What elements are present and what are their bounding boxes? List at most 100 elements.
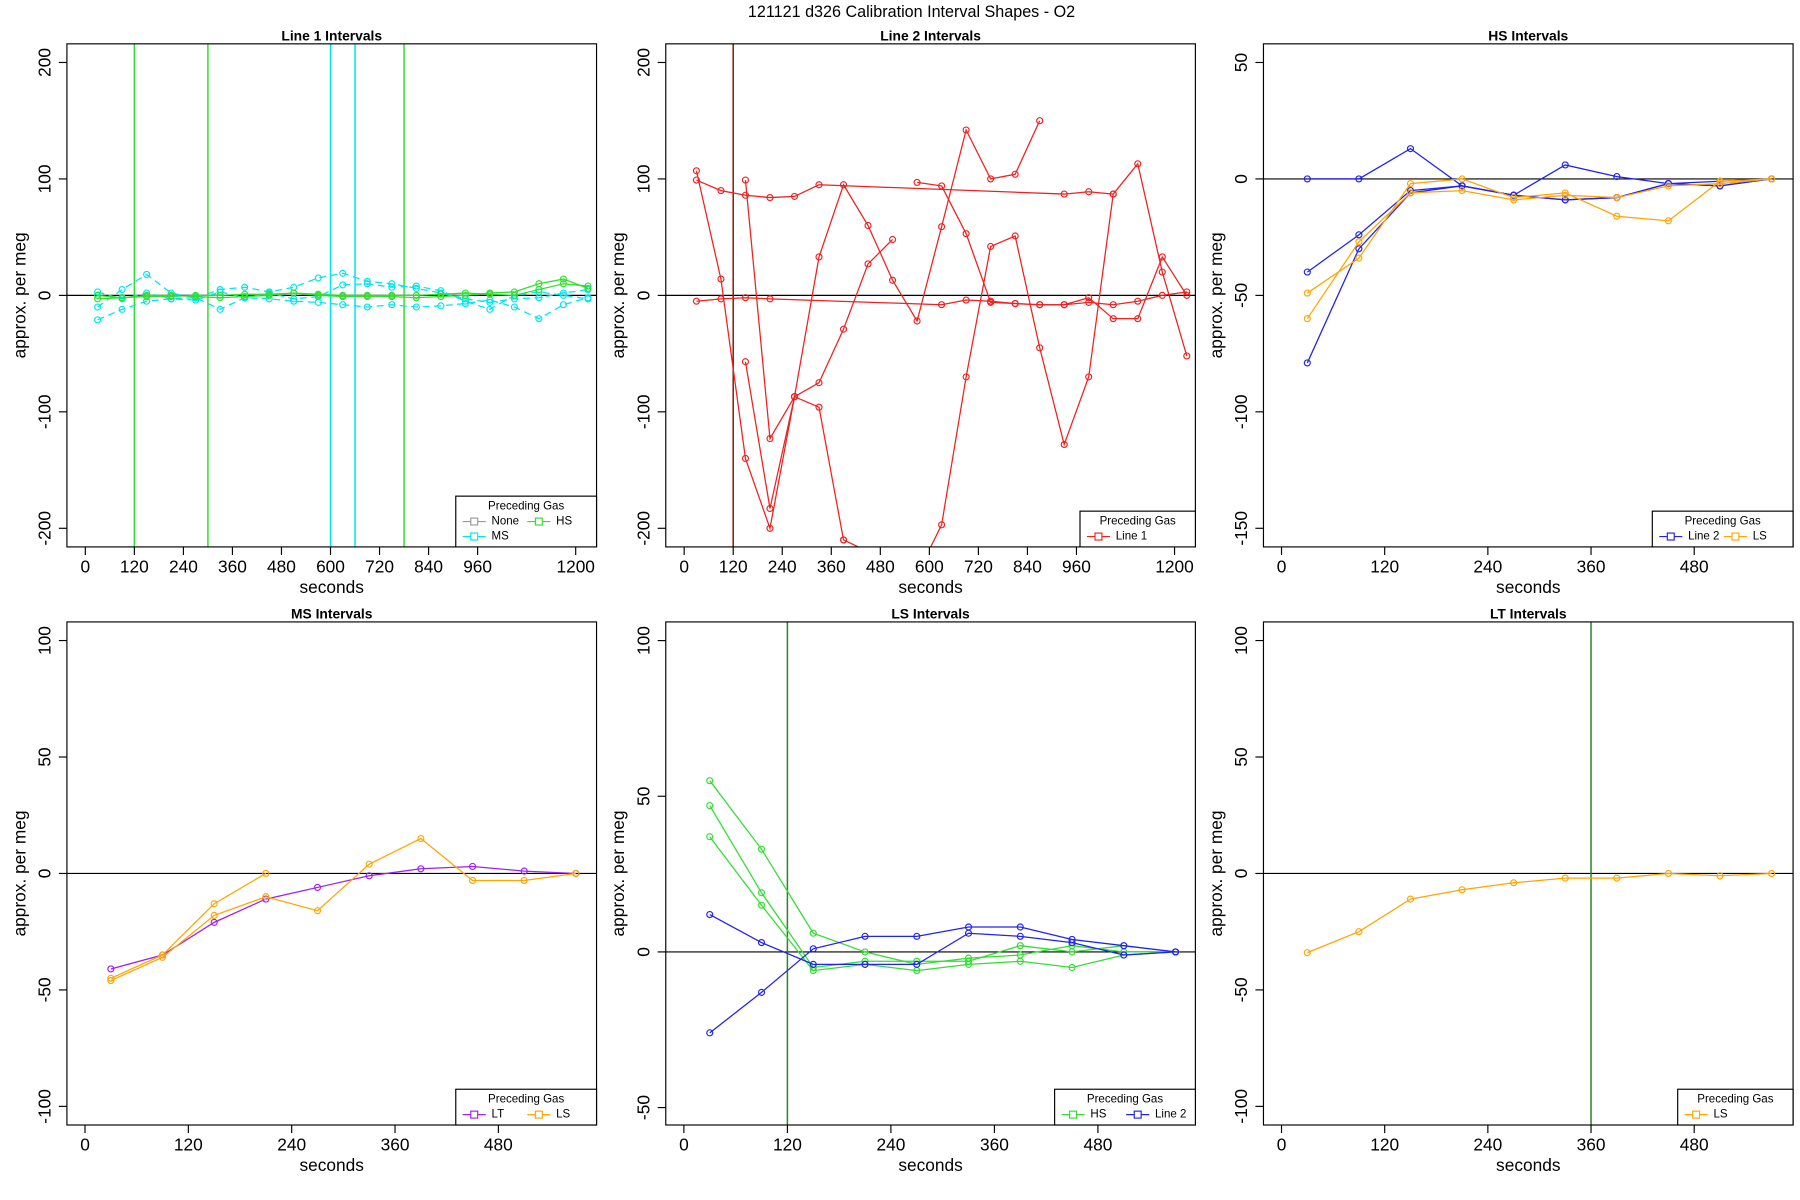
data-point (1060, 440, 1068, 449)
data-point (1134, 315, 1142, 323)
data-point (809, 929, 817, 937)
series-line (709, 926, 1176, 1034)
data-point (1303, 268, 1311, 276)
legend-box (1054, 1088, 1196, 1126)
data-point (559, 275, 568, 283)
legend-swatch-marker (534, 517, 543, 526)
x-tick-label: 480 (1680, 556, 1709, 576)
data-point (692, 176, 700, 184)
data-point (210, 900, 218, 908)
x-tick-label: 360 (817, 556, 846, 576)
data-point (1011, 170, 1019, 178)
data-point (741, 454, 750, 462)
data-point (559, 291, 568, 299)
data-point (118, 285, 126, 294)
panel: HS Intervals 0 120 240 360 480 -150 -100 -50 0 50 s… (1206, 28, 1794, 597)
data-point (1171, 948, 1180, 956)
x-tick-label: 480 (267, 556, 296, 576)
legend-box (1677, 1088, 1794, 1126)
data-point (1016, 957, 1024, 965)
data-point (1561, 189, 1569, 197)
data-point (1016, 942, 1024, 950)
data-point (510, 303, 518, 311)
data-point (216, 305, 224, 313)
x-tick-label: 720 (365, 556, 394, 576)
panel-title: Line 1 Intervals (281, 28, 382, 44)
data-point (1406, 189, 1415, 197)
legend-title: Preceding Gas (1087, 1094, 1163, 1106)
panel: Line 1 Intervals 0 120 240 360 480 600 720 840 96… (9, 28, 598, 597)
data-point (1068, 948, 1076, 956)
data-point (706, 802, 714, 810)
data-point (815, 253, 823, 261)
data-point (741, 191, 750, 199)
legend-box (1079, 510, 1196, 548)
data-point (314, 274, 322, 282)
legend: Preceding Gas HS Line 2 (1054, 1088, 1196, 1126)
series-line (744, 180, 894, 441)
series-line (709, 780, 1176, 966)
x-tick-label: 120 (1370, 1134, 1399, 1154)
data-point (706, 833, 714, 841)
legend-title: Preceding Gas (1100, 516, 1176, 528)
data-point (363, 280, 371, 288)
panel: MS Intervals 0 120 240 360 480 -100 -50 0 50 100 se… (9, 606, 598, 1175)
data-point (107, 974, 115, 982)
data-point (584, 284, 592, 292)
x-tick-label: 1200 (556, 556, 594, 576)
plot-frame (1262, 621, 1794, 1126)
legend: Preceding Gas None MS HS (455, 495, 598, 548)
data-point (216, 294, 224, 302)
legend-swatch-marker (1094, 532, 1103, 541)
data-point (1158, 268, 1166, 276)
x-tick-label: 360 (1577, 556, 1606, 576)
data-point (741, 358, 750, 366)
data-point (167, 292, 175, 301)
plot-area (66, 834, 597, 985)
plot-area (66, 43, 597, 547)
data-point (913, 932, 921, 940)
data-point (1085, 373, 1093, 381)
data-point (1303, 949, 1311, 957)
panel: LS Intervals 0 120 240 360 480 -50 0 50 100 second… (608, 606, 1196, 1175)
panel: LT Intervals 0 120 240 360 480 -100 -50 0 50 100 se… (1206, 606, 1794, 1175)
data-point (1303, 315, 1311, 323)
data-point (241, 283, 249, 291)
data-point (1458, 175, 1466, 183)
legend-label: Line 2 (1155, 1109, 1186, 1121)
data-point (1664, 182, 1672, 190)
data-point (1561, 874, 1569, 882)
data-point (1068, 963, 1076, 972)
data-point (1716, 182, 1724, 190)
data-point (1613, 874, 1621, 882)
x-tick-label: 360 (218, 556, 247, 576)
series-line (695, 120, 1041, 531)
x-tick-label: 840 (414, 556, 443, 576)
y-tick-label: 0 (35, 291, 55, 301)
x-tick-label: 1200 (1155, 556, 1193, 576)
data-point (468, 862, 477, 871)
data-point (1060, 301, 1068, 309)
data-point (987, 175, 995, 183)
panel-title: Line 2 Intervals (880, 28, 981, 44)
data-point (559, 289, 568, 297)
legend-label: HS (1090, 1109, 1106, 1121)
data-point (1716, 872, 1724, 880)
y-tick-label: 50 (1231, 747, 1251, 766)
data-point (1134, 297, 1142, 305)
data-point (1613, 193, 1621, 202)
data-point (706, 1029, 714, 1037)
data-point (241, 290, 249, 298)
data-point (1016, 923, 1024, 931)
data-point (861, 932, 869, 940)
data-point (1406, 180, 1415, 188)
y-tick-label: -100 (634, 395, 654, 430)
data-point (486, 305, 494, 313)
data-point (1613, 212, 1621, 220)
x-tick-label: 120 (174, 1134, 203, 1154)
data-point (461, 299, 469, 308)
x-tick-label: 240 (1473, 556, 1502, 576)
data-point (1183, 352, 1191, 360)
data-point (962, 373, 970, 381)
